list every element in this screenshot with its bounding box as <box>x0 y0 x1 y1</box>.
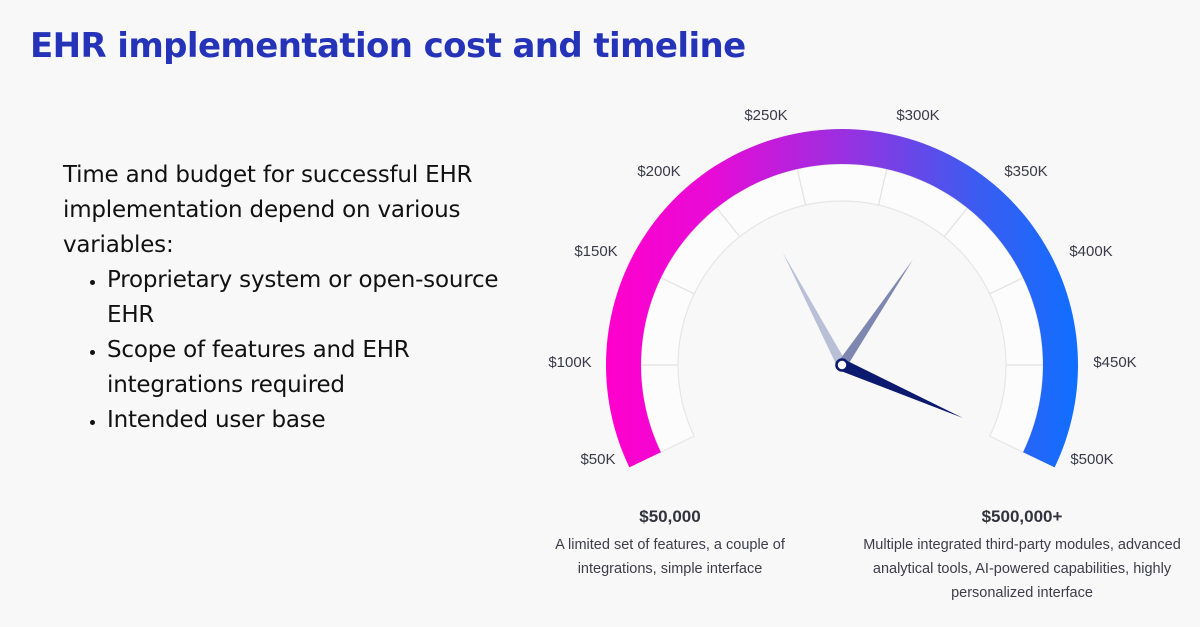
gauge-needles <box>782 252 963 418</box>
gauge-tick-label: $150K <box>574 243 617 260</box>
high-cost-caption: $500,000+ Multiple integrated third-part… <box>852 507 1192 605</box>
gauge-tick-divider <box>796 168 807 206</box>
list-item: Intended user base <box>107 403 533 438</box>
gauge-tick-label: $50K <box>580 451 615 468</box>
gauge-tick-labels: $50K $100K $150K $200K $250K $300K $350K $400K $… <box>548 107 1136 468</box>
gauge-dial <box>606 129 1078 468</box>
gauge-tick-label: $250K <box>744 107 787 124</box>
gauge-tick-divider <box>943 207 968 238</box>
gauge-tick-label: $300K <box>896 107 939 124</box>
intro-paragraph: Time and budget for successful EHR imple… <box>63 162 473 258</box>
needle-medium <box>837 259 913 368</box>
variables-list: Proprietary system or open-source EHR Sc… <box>63 263 533 438</box>
low-cost-description: A limited set of features, a couple of i… <box>555 537 785 577</box>
low-cost-amount: $50,000 <box>639 507 701 526</box>
list-item: Scope of features and EHR integrations r… <box>107 333 533 403</box>
list-item: Proprietary system or open-source EHR <box>107 263 533 333</box>
gauge-tick-divider <box>716 207 741 238</box>
gauge-tick-divider <box>989 277 1024 295</box>
high-cost-amount: $500,000+ <box>981 507 1063 526</box>
gauge-tick-label: $400K <box>1069 243 1112 260</box>
gauge-tick-label: $350K <box>1004 163 1047 180</box>
gauge-tick-divider <box>877 168 888 206</box>
gauge-tick-divider <box>660 277 695 295</box>
gauge-tick-label: $100K <box>548 354 591 371</box>
gauge-tick-label: $200K <box>637 163 680 180</box>
page-title: EHR implementation cost and timeline <box>30 26 746 66</box>
gauge-tick-label: $450K <box>1093 354 1136 371</box>
needle-pivot <box>835 358 849 372</box>
high-cost-description: Multiple integrated third-party modules,… <box>863 537 1181 601</box>
low-cost-caption: $50,000 A limited set of features, a cou… <box>520 507 820 581</box>
intro-text-block: Time and budget for successful EHR imple… <box>63 158 533 438</box>
gauge-tick-label: $500K <box>1070 451 1113 468</box>
needle-dark <box>839 359 963 418</box>
needle-light <box>782 252 847 368</box>
